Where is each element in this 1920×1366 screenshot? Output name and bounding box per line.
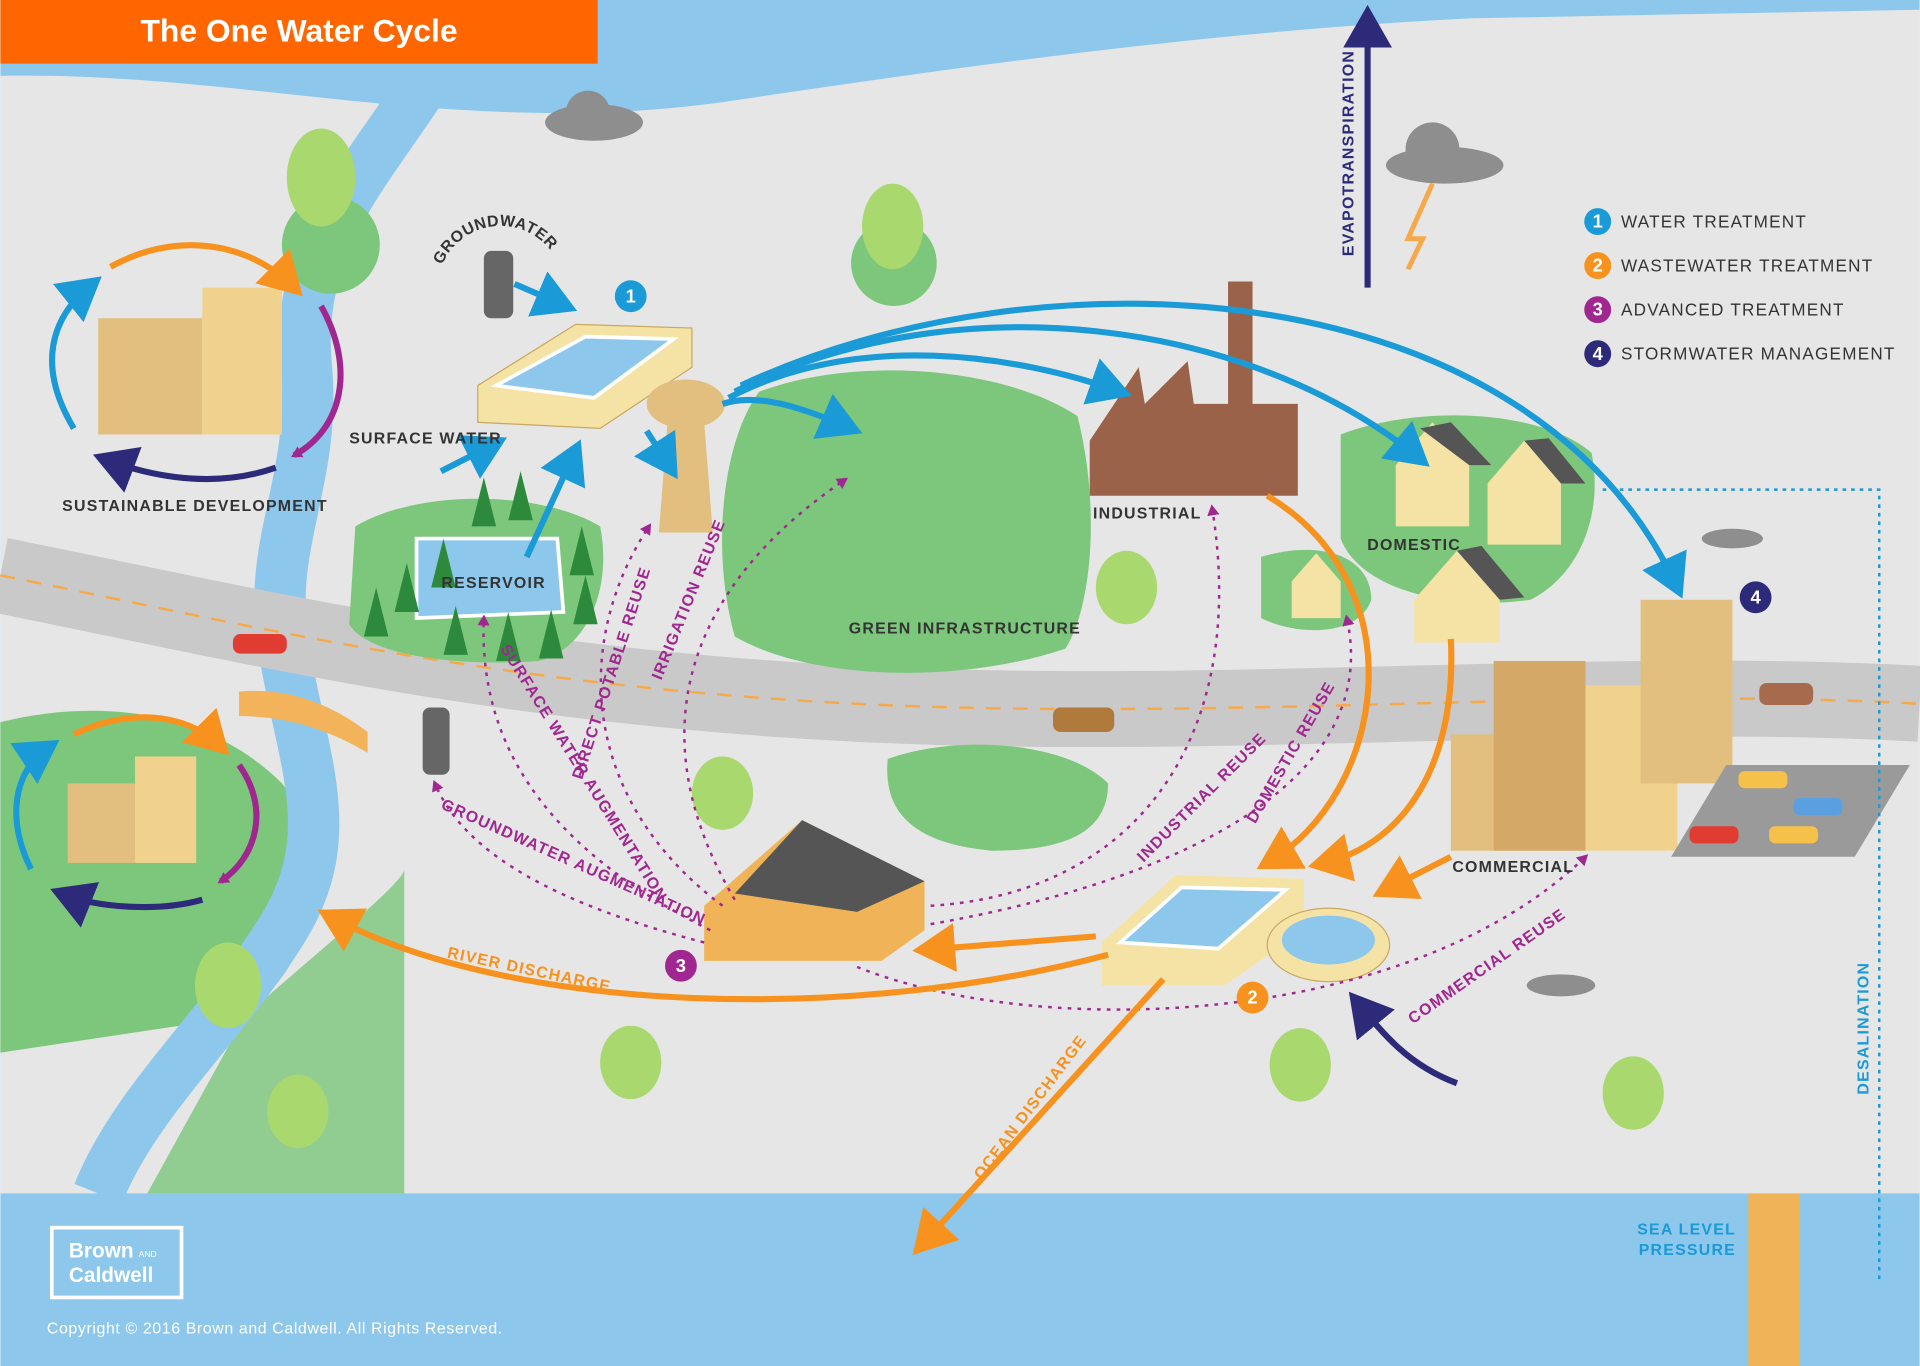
logo-text: Caldwell <box>69 1264 153 1287</box>
marker-number: 3 <box>676 955 686 976</box>
logo-text: AND <box>139 1249 157 1259</box>
marker-number: 2 <box>1247 987 1257 1008</box>
place-label: EVAPOTRANSPIRATION <box>1340 50 1357 256</box>
water-tower <box>647 379 725 428</box>
legend-label: WATER TREATMENT <box>1621 211 1807 231</box>
legend-label: WASTEWATER TREATMENT <box>1621 255 1874 275</box>
copyright: Copyright © 2016 Brown and Caldwell. All… <box>47 1320 503 1337</box>
building <box>68 783 135 863</box>
place-label: GREEN INFRASTRUCTURE <box>849 620 1081 637</box>
place-label: SUSTAINABLE DEVELOPMENT <box>62 498 328 515</box>
legend-number: 2 <box>1593 255 1603 276</box>
place-label: DOMESTIC <box>1367 537 1461 554</box>
marker-number: 4 <box>1750 586 1761 607</box>
building <box>135 756 196 862</box>
place-label: INDUSTRIAL <box>1093 505 1202 522</box>
sea-level-gauge <box>1748 1193 1799 1366</box>
legend-label: ADVANCED TREATMENT <box>1621 299 1845 319</box>
legend-number: 1 <box>1593 211 1603 232</box>
place-label: SEA LEVEL <box>1637 1221 1736 1238</box>
place-label: PRESSURE <box>1639 1242 1736 1259</box>
place-label: DESALINATION <box>1856 962 1873 1095</box>
legend-label: STORMWATER MANAGEMENT <box>1621 343 1896 363</box>
water-tower <box>659 422 713 532</box>
logo-text: Brown <box>69 1240 134 1263</box>
place-label: RESERVOIR <box>441 575 545 592</box>
legend-number: 4 <box>1593 343 1604 364</box>
place-label: SURFACE WATER <box>349 431 502 448</box>
building <box>98 318 202 434</box>
marker-number: 1 <box>626 285 636 306</box>
clarifier <box>1282 916 1375 965</box>
title: The One Water Cycle <box>141 12 458 48</box>
building <box>202 288 282 435</box>
one-water-cycle-diagram: The One Water Cycle 1 WATER TREATMENT 2 … <box>0 0 1920 1366</box>
place-label: COMMERCIAL <box>1452 859 1574 876</box>
groundwater-pump <box>423 707 450 774</box>
groundwater-pump <box>484 251 513 318</box>
page: The One Water Cycle 1 WATER TREATMENT 2 … <box>0 0 1920 1366</box>
legend-number: 3 <box>1593 299 1603 320</box>
